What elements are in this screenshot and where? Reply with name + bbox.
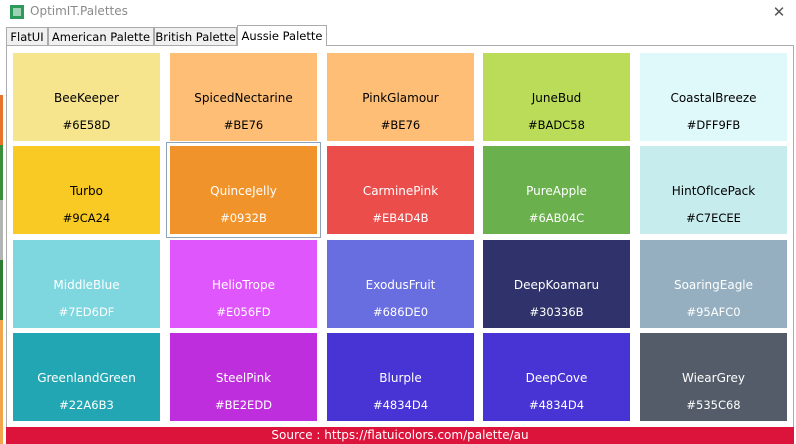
swatch-blurple[interactable]: Blurple #4834D4: [327, 333, 474, 421]
swatch-deepkoamaru[interactable]: DeepKoamaru #30336B: [483, 240, 630, 328]
swatch-deepcove[interactable]: DeepCove #4834D4: [483, 333, 630, 421]
tab-american-palette[interactable]: American Palette: [48, 27, 154, 45]
swatch-name: SpicedNectarine: [194, 91, 293, 105]
swatch-name: GreenlandGreen: [37, 371, 136, 385]
swatch-soaringeagle[interactable]: SoaringEagle #95AFC0: [640, 240, 787, 328]
swatch-hex-code: #6E58D: [62, 118, 111, 132]
swatch-hex-code: #BADC58: [528, 118, 585, 132]
tab-british-palette[interactable]: British Palette: [154, 27, 237, 45]
swatch-hex-code: #686DE0: [372, 305, 429, 319]
swatch-hintoficepack[interactable]: HintOfIcePack #C7ECEE: [640, 146, 787, 234]
swatch-name: PinkGlamour: [362, 91, 439, 105]
swatch-name: DeepCove: [525, 371, 588, 385]
swatch-middleblue[interactable]: MiddleBlue #7ED6DF: [13, 240, 160, 328]
title-bar: OptimIT.Palettes ✕: [3, 0, 796, 24]
swatch-name: BeeKeeper: [54, 91, 119, 105]
swatch-name: Blurple: [379, 371, 422, 385]
swatch-exodusfruit[interactable]: ExodusFruit #686DE0: [327, 240, 474, 328]
swatch-pinkglamour[interactable]: PinkGlamour #BE76: [327, 53, 474, 141]
swatch-name: CarminePink: [362, 184, 439, 198]
swatch-hex-code: #C7ECEE: [686, 211, 741, 225]
swatch-beekeeper[interactable]: BeeKeeper #6E58D: [13, 53, 160, 141]
swatch-hex-code: #EB4D4B: [372, 211, 429, 225]
swatch-name: HintOfIcePack: [671, 184, 756, 198]
swatch-name: PureApple: [526, 184, 587, 198]
swatch-hex-code: #0932B: [220, 211, 267, 225]
swatch-coastalbreeze[interactable]: CoastalBreeze #DFF9FB: [640, 53, 787, 141]
swatch-hex-code: #9CA24: [62, 211, 111, 225]
swatch-junebud[interactable]: JuneBud #BADC58: [483, 53, 630, 141]
source-footer: Source : https://flatuicolors.com/palett…: [6, 427, 794, 444]
swatch-name: MiddleBlue: [53, 278, 120, 292]
swatch-name: Turbo: [69, 184, 103, 198]
swatch-name: SteelPink: [215, 371, 272, 385]
window-title: OptimIT.Palettes: [30, 4, 128, 18]
swatch-hex-code: #7ED6DF: [58, 305, 115, 319]
swatch-hex-code: #4834D4: [528, 398, 585, 412]
swatch-hex-code: #4834D4: [372, 398, 429, 412]
left-window-edge: [0, 0, 3, 444]
swatch-wieargrey[interactable]: WiearGrey #535C68: [640, 333, 787, 421]
swatch-pureapple[interactable]: PureApple #6AB04C: [483, 146, 630, 234]
close-button[interactable]: ✕: [772, 3, 786, 21]
swatch-name: SoaringEagle: [673, 278, 754, 292]
swatch-quincejelly[interactable]: QuinceJelly #0932B: [166, 142, 321, 238]
swatch-hex-code: #E056FD: [216, 305, 271, 319]
tab-flatui[interactable]: FlatUI: [6, 27, 48, 45]
swatch-hex-code: #BE76: [223, 118, 264, 132]
swatch-name: DeepKoamaru: [513, 278, 600, 292]
swatch-turbo[interactable]: Turbo #9CA24: [13, 146, 160, 234]
swatch-greenlandgreen[interactable]: GreenlandGreen #22A6B3: [13, 333, 160, 421]
swatch-heliotrope[interactable]: HelioTrope #E056FD: [170, 240, 317, 328]
swatch-hex-code: #95AFC0: [686, 305, 741, 319]
tab-aussie-palette[interactable]: Aussie Palette: [237, 25, 327, 46]
swatch-name: WiearGrey: [681, 371, 746, 385]
swatch-steelpink[interactable]: SteelPink #BE2EDD: [170, 333, 317, 421]
swatch-name: ExodusFruit: [365, 278, 436, 292]
swatch-hex-code: #6AB04C: [528, 211, 585, 225]
swatch-hex-code: #DFF9FB: [686, 118, 741, 132]
swatch-carminepink[interactable]: CarminePink #EB4D4B: [327, 146, 474, 234]
swatch-hex-code: #22A6B3: [59, 398, 114, 412]
swatch-name: HelioTrope: [212, 278, 275, 292]
swatch-hex-code: #BE2EDD: [214, 398, 273, 412]
swatch-name: CoastalBreeze: [670, 91, 757, 105]
swatch-hex-code: #BE76: [380, 118, 421, 132]
app-icon: [10, 5, 24, 19]
swatch-name: JuneBud: [531, 91, 582, 105]
swatch-hex-code: #535C68: [686, 398, 741, 412]
swatch-hex-code: #30336B: [529, 305, 584, 319]
swatch-spicednectarine[interactable]: SpicedNectarine #BE76: [170, 53, 317, 141]
swatch-name: QuinceJelly: [210, 184, 277, 198]
